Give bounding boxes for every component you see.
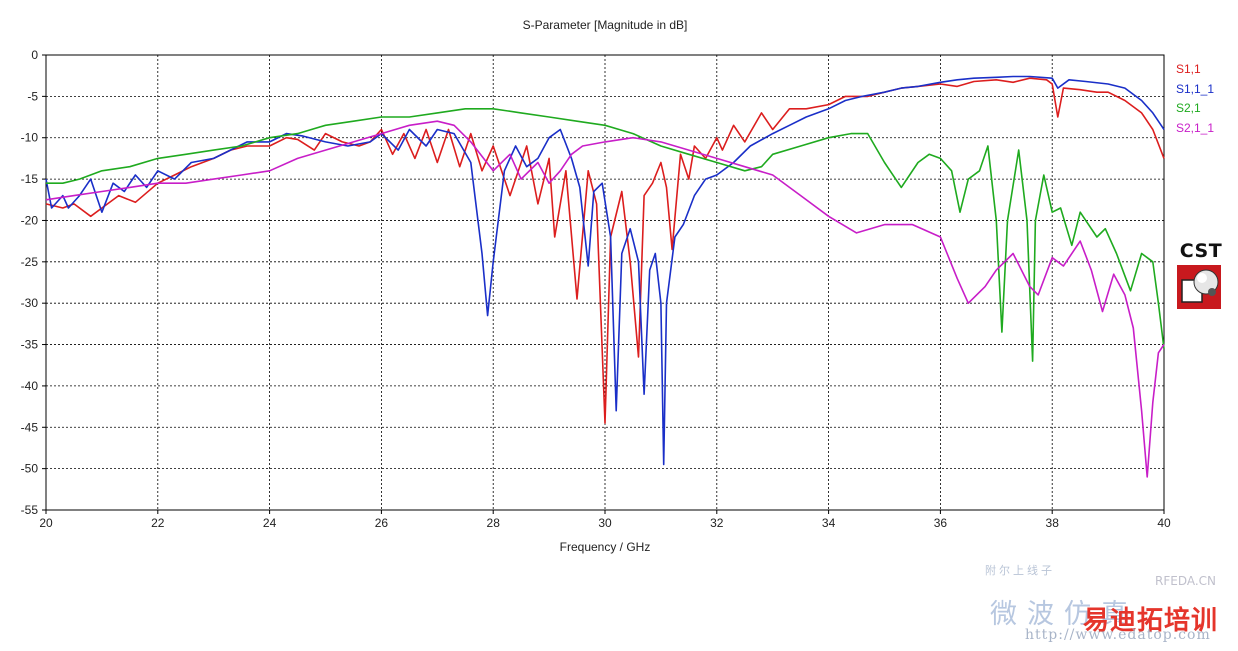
cst-logo-icon (1177, 265, 1221, 309)
cst-logo: CST (1172, 240, 1230, 315)
x-axis-label: Frequency / GHz (559, 540, 651, 554)
legend-entry-s21: S2,1 (1176, 101, 1201, 115)
x-tick-label: 40 (1157, 516, 1171, 530)
watermark-cn: 微波仿真 (990, 599, 1138, 630)
x-tick-label: 38 (1046, 516, 1060, 530)
series-line-s2-1 (46, 108, 1165, 362)
y-tick-label: -25 (21, 255, 39, 269)
y-tick-label: -20 (21, 213, 39, 227)
series-line-s1-1-1 (45, 75, 1165, 466)
series-line-s1-1 (45, 77, 1165, 424)
legend: S1,1 S1,1_1 S2,1 S2,1_1 (1176, 60, 1214, 138)
legend-entry-s11-1: S1,1_1 (1176, 81, 1215, 96)
legend-entry-s11: S1,1 (1176, 62, 1201, 76)
x-tick-label: 32 (710, 516, 724, 530)
x-tick-label: 30 (598, 516, 612, 530)
watermark-url: http://www.edatop.com (1025, 627, 1211, 643)
x-tick-label: 26 (375, 516, 389, 530)
series-line-s2-1-1 (45, 120, 1165, 478)
y-tick-label: -15 (21, 172, 39, 186)
y-tick-label: -45 (21, 420, 39, 434)
x-tick-label: 28 (487, 516, 501, 530)
x-tick-label: 24 (263, 516, 277, 530)
x-tick-label: 20 (39, 516, 53, 530)
watermark-site: RFEDA.CN (1155, 574, 1217, 588)
y-tick-label: -5 (27, 89, 38, 103)
x-tick-label: 36 (934, 516, 948, 530)
watermark-small-text: 附尔上线子 (985, 564, 1055, 577)
cst-logo-text: CST (1179, 240, 1223, 262)
x-tick-label: 34 (822, 516, 836, 530)
y-tick-label: -50 (21, 462, 39, 476)
y-tick-label: -10 (21, 131, 39, 145)
y-tick-label: -55 (21, 503, 39, 517)
x-tick-label: 22 (151, 516, 165, 530)
legend-entry-s21-1: S2,1_1 (1176, 120, 1215, 135)
watermark-brand: 易迪拓培训 (1083, 606, 1219, 636)
y-tick-label: -35 (21, 338, 39, 352)
y-tick-label: -40 (21, 379, 39, 393)
y-tick-label: -30 (21, 296, 39, 310)
chart-title: S-Parameter [Magnitude in dB] (522, 18, 688, 32)
y-tick-label: 0 (31, 48, 38, 62)
